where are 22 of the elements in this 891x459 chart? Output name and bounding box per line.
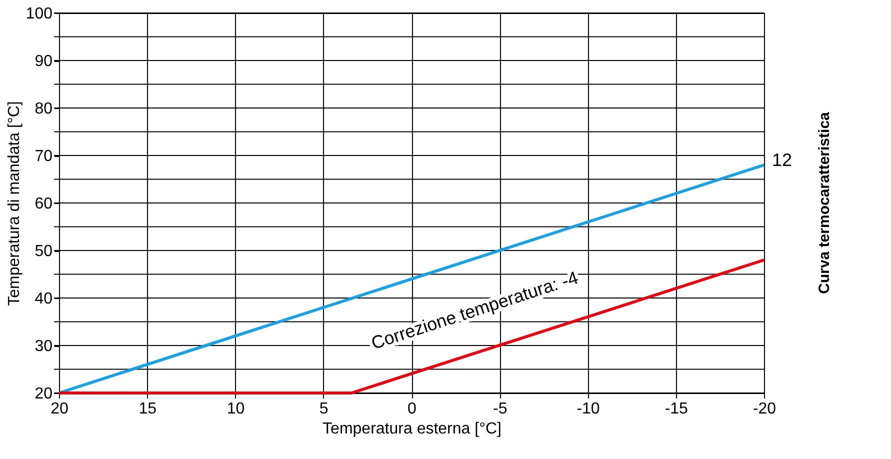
x-axis-title: Temperatura esterna [°C] bbox=[322, 420, 502, 438]
y-tick-label: 40 bbox=[34, 290, 53, 308]
y-tick-label: 80 bbox=[34, 100, 53, 118]
y-tick-label: 20 bbox=[34, 386, 53, 402]
x-tick-label: -5 bbox=[493, 400, 508, 418]
y-tick-label: 60 bbox=[34, 196, 53, 212]
x-tick-label: 5 bbox=[319, 400, 328, 418]
x-tick-label: 10 bbox=[226, 400, 245, 418]
x-tick-label: 15 bbox=[138, 400, 157, 418]
y2-axis-title: Curva termocaratteristica bbox=[816, 111, 833, 294]
y-tick-label: 30 bbox=[34, 338, 53, 355]
y-axis-title: Temperatura di mandata [°C] bbox=[6, 101, 23, 306]
x-tick-label: -15 bbox=[664, 400, 688, 418]
y-tick-label: 100 bbox=[26, 6, 53, 22]
x-tick-label: -10 bbox=[576, 400, 600, 418]
series-label: 12 bbox=[772, 150, 792, 170]
x-tick-label: 0 bbox=[408, 400, 417, 418]
x-tick-label: 20 bbox=[50, 400, 68, 418]
x-tick-label: -20 bbox=[752, 400, 776, 418]
y-tick-label: 90 bbox=[34, 53, 53, 70]
y-tick-label: 70 bbox=[34, 148, 53, 165]
y-tick-label: 50 bbox=[34, 243, 53, 260]
